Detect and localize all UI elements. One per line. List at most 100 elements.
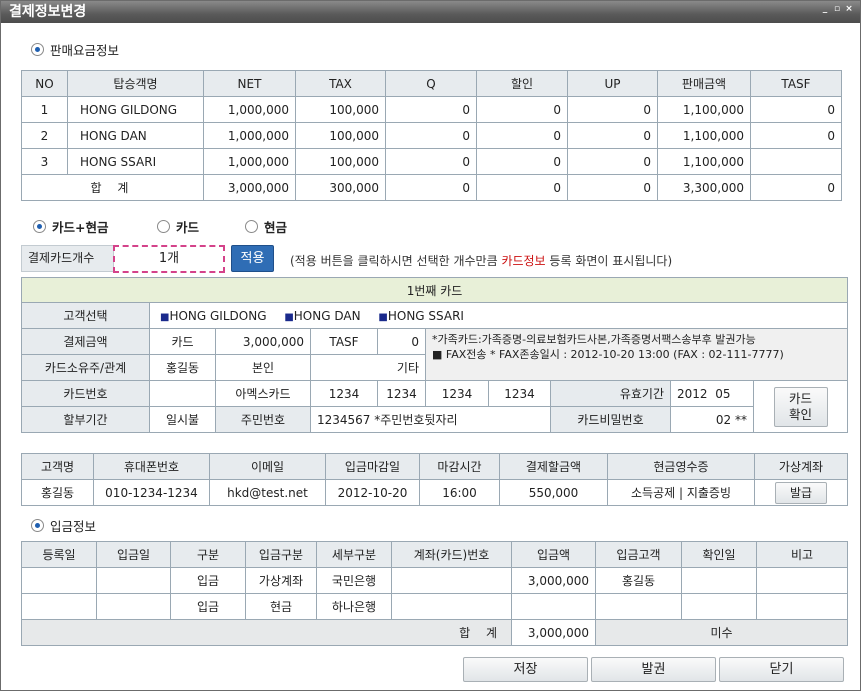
cell-sale: 1,100,000 <box>657 148 751 175</box>
total-q: 0 <box>385 174 477 201</box>
radio-cash[interactable] <box>245 220 258 233</box>
sales-total-row: 합 계 3,000,000 300,000 0 0 0 3,300,000 0 <box>21 174 842 201</box>
installment-label: 할부기간 <box>21 406 150 433</box>
card-number-3[interactable]: 1234 <box>425 380 489 407</box>
card-count-field[interactable]: 1개 <box>113 245 225 273</box>
customer-select-cell: ■HONG GILDONG ■HONG DAN ■HONG SSARI <box>148 302 849 329</box>
card-number-4[interactable]: 1234 <box>488 380 551 407</box>
col-header: TASF <box>750 70 842 97</box>
col-header: 입금액 <box>511 541 596 568</box>
customer-checkbox-2[interactable]: ■ <box>284 311 294 323</box>
customer-option-3[interactable]: HONG SSARI <box>387 308 464 323</box>
cell-virtual-account: 발급 <box>754 479 848 506</box>
expiry-value[interactable]: 2012 05 <box>670 380 754 407</box>
col-header: 마감시간 <box>419 453 500 480</box>
sales-table: NO 탑승객명 NET TAX Q 할인 UP 판매금액 TASF 1 HONG… <box>21 70 842 201</box>
restore-icon[interactable]: ▫ <box>833 4 841 14</box>
minimize-icon[interactable]: _ <box>822 4 828 14</box>
deposit-table: 등록일 입금일 구분 입금구분 세부구분 계좌(카드)번호 입금액 입금고객 확… <box>21 541 848 646</box>
cell-tax: 100,000 <box>295 96 386 123</box>
cell-detail-type: 하나은행 <box>316 593 392 620</box>
card-number-2[interactable]: 1234 <box>377 380 426 407</box>
cell-deposit-customer: 홍길동 <box>595 567 682 594</box>
cell-sale: 1,100,000 <box>657 122 751 149</box>
cell-deposit-deadline: 2012-10-20 <box>325 479 420 506</box>
customer-checkbox-3[interactable]: ■ <box>378 311 388 323</box>
ssn-value[interactable]: 1234567 *주민번호뒷자리 <box>310 406 551 433</box>
window-title: 결제정보변경 <box>9 4 87 20</box>
family-card-notice: *가족카드:가족증명-의료보험카드사본,가족증명서팩스송부후 발권가능 ■ FA… <box>424 328 849 381</box>
installment-value[interactable]: 일시불 <box>149 406 216 433</box>
radio-card-cash[interactable] <box>33 220 46 233</box>
sales-section-radio <box>31 43 44 56</box>
amount-type: 카드 <box>149 328 216 355</box>
expiry-year[interactable]: 2012 <box>677 386 708 401</box>
cell-deposit-amount: 3,000,000 <box>511 567 596 594</box>
total-sale: 3,300,000 <box>657 174 751 201</box>
amount-value[interactable]: 3,000,000 <box>215 328 311 355</box>
cell-remark <box>756 593 848 620</box>
col-header: 등록일 <box>21 541 97 568</box>
radio-card[interactable] <box>157 220 170 233</box>
card-number-1[interactable]: 1234 <box>310 380 378 407</box>
tasf-label: TASF <box>310 328 378 355</box>
cell-type: 입금 <box>170 567 246 594</box>
issue-ticket-button[interactable]: 발권 <box>591 657 716 682</box>
owner-name[interactable]: 홍길동 <box>149 354 216 381</box>
col-header: 구분 <box>170 541 246 568</box>
payment-type-card-cash[interactable]: 카드+현금 <box>33 217 108 236</box>
card-count-label: 결제카드개수 <box>21 245 114 272</box>
cell-no: 2 <box>21 122 68 149</box>
payment-type-card[interactable]: 카드 <box>157 217 199 236</box>
customer-table: 고객명 휴대폰번호 이메일 입금마감일 마감시간 결제할금액 현금영수증 가상계… <box>21 453 848 506</box>
customer-option-2[interactable]: HONG DAN <box>293 308 361 323</box>
total-tasf: 0 <box>750 174 842 201</box>
close-button[interactable]: 닫기 <box>719 657 844 682</box>
apply-note: (적용 버튼을 클릭하시면 선택한 개수만큼 카드정보 등록 화면이 표시됩니다… <box>290 252 672 269</box>
cell-deposit-type: 현금 <box>245 593 317 620</box>
cell-cash-receipt[interactable]: 소득공제 | 지출증빙 <box>607 479 755 506</box>
col-header: 현금영수증 <box>607 453 755 480</box>
virtual-account-issue-button[interactable]: 발급 <box>775 481 827 504</box>
cell-sale: 1,100,000 <box>657 96 751 123</box>
cell-net: 1,000,000 <box>203 122 296 149</box>
col-header: 비고 <box>756 541 848 568</box>
save-button[interactable]: 저장 <box>463 657 588 682</box>
ssn-label: 주민번호 <box>215 406 311 433</box>
apply-note-highlight: 카드정보 <box>501 254 546 268</box>
total-up: 0 <box>567 174 658 201</box>
cell-phone: 010-1234-1234 <box>93 479 210 506</box>
deposit-total-value: 3,000,000 <box>511 619 596 646</box>
cell-remark <box>756 567 848 594</box>
payment-type-cash[interactable]: 현금 <box>245 217 287 236</box>
cell-passenger: HONG GILDONG <box>67 96 204 123</box>
cell-passenger: HONG DAN <box>67 122 204 149</box>
apply-button[interactable]: 적용 <box>231 245 274 272</box>
cell-reg-date <box>21 567 97 594</box>
sales-section-header: 판매요금정보 <box>31 40 119 59</box>
cell-confirm-date <box>681 567 757 594</box>
relation-value[interactable]: 본인 <box>215 354 311 381</box>
card-confirm-button[interactable]: 카드 확인 <box>773 386 828 427</box>
col-header: 확인일 <box>681 541 757 568</box>
expiry-month[interactable]: 05 <box>715 386 731 401</box>
title-bar: 결제정보변경 _ ▫ × <box>1 1 860 23</box>
cell-q: 0 <box>385 122 477 149</box>
notice-line-2: ■ FAX전송 * FAX존송일시 : 2012-10-20 13:00 (FA… <box>432 348 784 361</box>
deposit-total-row: 합 계 3,000,000 미수 <box>21 619 848 646</box>
customer-checkbox-1[interactable]: ■ <box>160 311 170 323</box>
close-icon[interactable]: × <box>845 4 853 14</box>
customer-option-1[interactable]: HONG GILDONG <box>169 308 267 323</box>
card-type[interactable]: 아멕스카드 <box>215 380 311 407</box>
card-password-value[interactable]: 02 ** <box>670 406 754 433</box>
table-row: 홍길동 010-1234-1234 hkd@test.net 2012-10-2… <box>21 479 848 506</box>
cell-deposit-type: 가상계좌 <box>245 567 317 594</box>
table-row: 2 HONG DAN 1,000,000 100,000 0 0 0 1,100… <box>21 122 842 149</box>
col-header: 할인 <box>476 70 568 97</box>
col-header: 입금고객 <box>595 541 682 568</box>
radio-card-label: 카드 <box>176 220 200 235</box>
relation-other[interactable]: 기타 <box>310 354 426 381</box>
col-header: 세부구분 <box>316 541 392 568</box>
tasf-value[interactable]: 0 <box>377 328 426 355</box>
cell-deposit-customer <box>595 593 682 620</box>
